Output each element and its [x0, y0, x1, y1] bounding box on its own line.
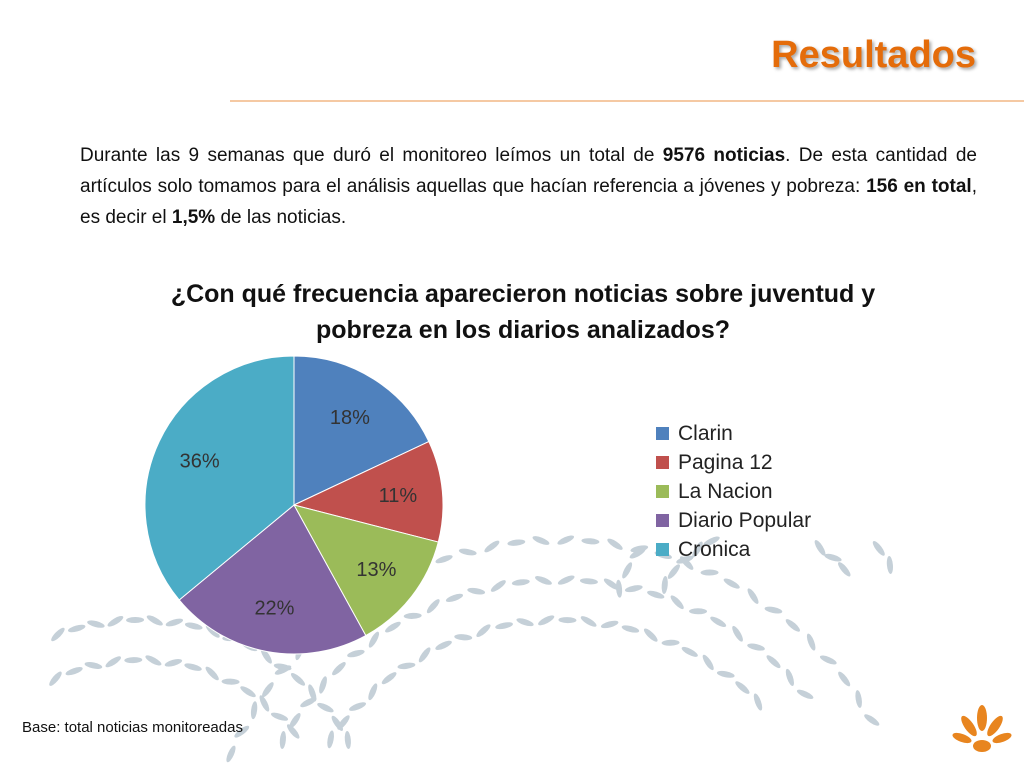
legend-item: Diario Popular	[656, 506, 811, 535]
intro-selected-news: 156 en total	[866, 176, 972, 197]
pie-data-label: 13%	[356, 559, 396, 581]
intro-total-news: 9576 noticias	[662, 145, 786, 166]
pie-data-label: 11%	[379, 485, 418, 507]
pie-slice-diario-popular	[178, 504, 367, 655]
legend-item: Pagina 12	[656, 448, 811, 477]
intro-text-3: , es decir el	[80, 176, 977, 228]
legend-label: Pagina 12	[678, 450, 773, 474]
intro-text-4: de las noticias.	[215, 207, 347, 228]
legend-swatch	[656, 514, 669, 527]
intro-text-2: . De esta cantidad de artículos solo tom…	[80, 145, 977, 197]
pie-slice-clarin	[293, 355, 430, 506]
chart-legend: Clarin Pagina 12 La Nacion Diario Popular Cr…	[656, 419, 811, 564]
legend-label: Cronica	[678, 537, 751, 561]
legend-swatch	[656, 485, 669, 498]
legend-label: Clarin	[678, 421, 733, 445]
pie-slice-la-nacion	[293, 504, 439, 637]
intro-percentage: 1,5%	[171, 207, 216, 228]
chart-title: ¿Con qué frecuencia aparecieron noticias…	[170, 280, 876, 344]
legend-label: La Nacion	[678, 479, 773, 503]
title-divider	[230, 100, 1024, 102]
legend-item: Cronica	[656, 535, 811, 564]
legend-swatch	[656, 543, 669, 556]
pie-data-label: 18%	[330, 407, 370, 429]
intro-text-1: Durante las 9 semanas que duró el monito…	[80, 145, 663, 166]
sprout-logo-icon	[952, 705, 1012, 752]
pie-slice-cronica	[144, 355, 295, 601]
pie-slice-pagina-12	[292, 440, 444, 543]
intro-paragraph: Durante las 9 semanas que duró el monito…	[80, 140, 977, 233]
legend-swatch	[656, 456, 669, 469]
legend-item: Clarin	[656, 419, 811, 448]
footnote: Base: total noticias monitoreadas	[22, 719, 243, 736]
pie-data-label: 36%	[180, 451, 220, 473]
slide-title: Resultados	[771, 34, 976, 76]
legend-swatch	[656, 427, 669, 440]
legend-item: La Nacion	[656, 477, 811, 506]
legend-label: Diario Popular	[678, 508, 812, 532]
pie-data-label: 22%	[254, 597, 294, 619]
